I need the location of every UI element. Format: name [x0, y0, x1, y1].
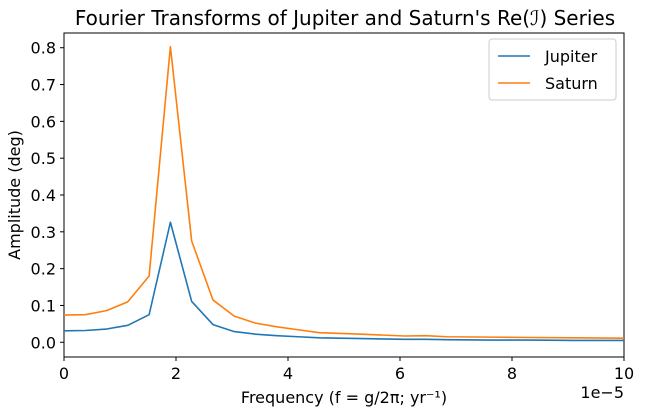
x-tick-label: 6 [395, 364, 405, 383]
y-tick-label: 0.5 [31, 149, 56, 168]
series-layer [63, 45, 625, 342]
y-tick-label: 0.8 [31, 39, 56, 58]
x-tick-label: 2 [171, 364, 181, 383]
y-tick-label: 0.3 [31, 223, 56, 242]
legend-label-jupiter: Jupiter [544, 47, 598, 66]
y-tick-label: 0.4 [31, 186, 56, 205]
legend-box [488, 38, 617, 101]
x-tick-label: 10 [614, 364, 634, 383]
legend: Jupiter Saturn [488, 38, 617, 101]
x-axis-offset-label: 1e−5 [580, 383, 624, 402]
y-tick-label: 0.6 [31, 112, 56, 131]
series-line-saturn [63, 45, 625, 340]
x-tick-label: 0 [59, 364, 69, 383]
y-axis-ticks: 0.0 0.1 0.2 0.3 0.4 0.5 0.6 0.7 0.8 [31, 39, 64, 352]
x-tick-label: 4 [283, 364, 293, 383]
y-axis-label: Amplitude (deg) [5, 130, 24, 260]
x-tick-label: 8 [507, 364, 517, 383]
y-tick-label: 0.1 [31, 296, 56, 315]
y-tick-label: 0.0 [31, 333, 56, 352]
x-axis-ticks: 0 2 4 6 8 10 [59, 357, 634, 383]
y-tick-label: 0.7 [31, 76, 56, 95]
y-tick-label: 0.2 [31, 260, 56, 279]
legend-label-saturn: Saturn [545, 74, 598, 93]
x-axis-label: Frequency (f = g/2π; yr⁻¹) [241, 388, 447, 407]
chart-title: Fourier Transforms of Jupiter and Saturn… [75, 6, 615, 30]
series-line-jupiter [63, 221, 624, 342]
